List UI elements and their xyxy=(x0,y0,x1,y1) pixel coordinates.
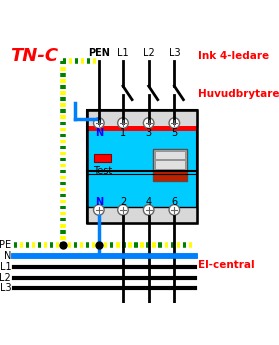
Bar xyxy=(87,110,197,127)
Text: N: N xyxy=(95,197,103,207)
Text: L3: L3 xyxy=(0,283,11,293)
Text: Test: Test xyxy=(93,166,112,176)
Bar xyxy=(87,110,197,224)
Bar xyxy=(87,126,197,131)
Text: TN-C: TN-C xyxy=(10,47,58,65)
Text: 6: 6 xyxy=(171,197,177,207)
Bar xyxy=(87,110,197,224)
Text: N: N xyxy=(95,128,103,138)
Bar xyxy=(155,151,185,159)
Text: Huvudbrytare: Huvudbrytare xyxy=(198,89,279,99)
Text: PEN: PEN xyxy=(88,48,110,58)
Circle shape xyxy=(169,118,180,128)
Bar xyxy=(87,207,197,224)
Bar xyxy=(153,149,187,181)
Text: 3: 3 xyxy=(146,128,152,138)
Text: Ink 4-ledare: Ink 4-ledare xyxy=(198,51,270,61)
Bar xyxy=(153,171,187,181)
Bar xyxy=(155,160,185,169)
Bar xyxy=(87,110,197,127)
Circle shape xyxy=(93,205,104,215)
Circle shape xyxy=(118,205,128,215)
Bar xyxy=(87,207,197,224)
Text: L2: L2 xyxy=(143,48,155,58)
Text: L3: L3 xyxy=(169,48,180,58)
Text: 4: 4 xyxy=(146,197,152,207)
Text: 2: 2 xyxy=(120,197,126,207)
Text: L1: L1 xyxy=(0,262,11,272)
Bar xyxy=(94,154,111,161)
Circle shape xyxy=(118,118,128,128)
Text: 5: 5 xyxy=(171,128,177,138)
Text: N: N xyxy=(4,251,11,261)
Text: L2: L2 xyxy=(0,273,11,283)
Circle shape xyxy=(169,205,180,215)
Circle shape xyxy=(93,118,104,128)
Text: PE: PE xyxy=(0,239,11,249)
Text: 1: 1 xyxy=(120,128,126,138)
Text: L1: L1 xyxy=(117,48,129,58)
Circle shape xyxy=(143,118,154,128)
Text: El-central: El-central xyxy=(198,260,255,270)
Circle shape xyxy=(143,205,154,215)
